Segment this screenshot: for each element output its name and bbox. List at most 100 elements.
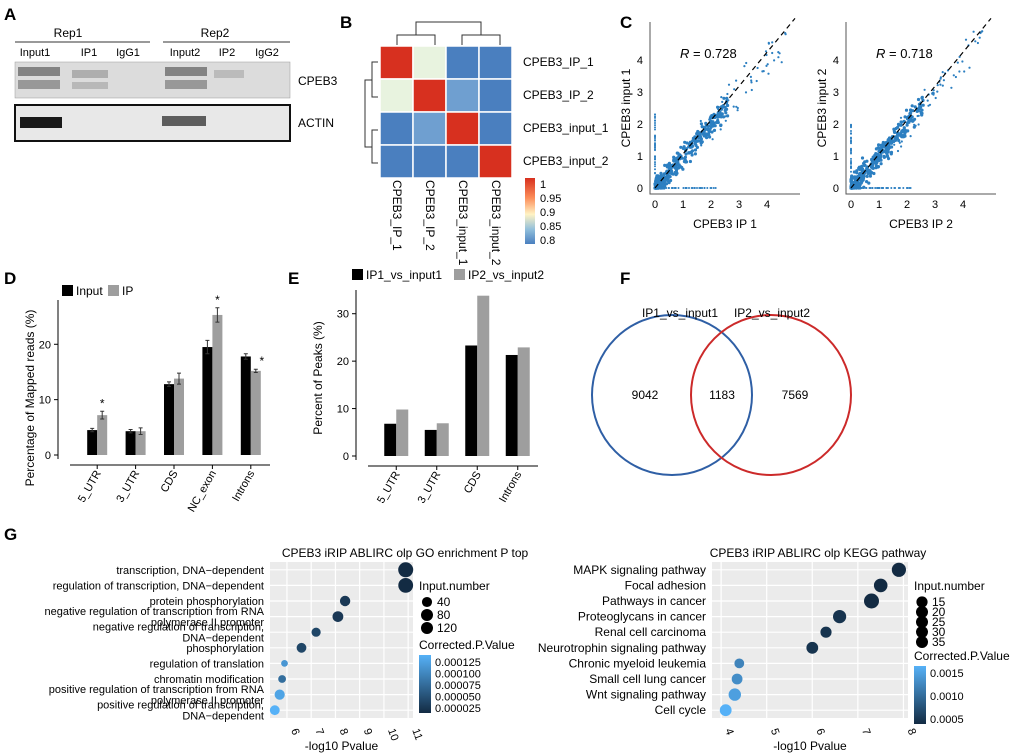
rep1-label: Rep1: [54, 26, 83, 40]
scatter-point: [868, 187, 871, 189]
scatter-point: [771, 41, 774, 44]
term-label: Renal cell carcinoma: [595, 625, 707, 639]
scatter-point: [910, 104, 914, 108]
scatter-point: [942, 79, 946, 82]
scatter-point: [850, 181, 852, 183]
error-bar: [90, 427, 95, 433]
bar: [505, 354, 518, 456]
y-tick-label: 20: [39, 339, 51, 351]
bar: [87, 430, 98, 455]
scatter-tick-labels: 0 1 2 3 4 0 1 2 3 4 0 1 2 3 4 0 1 2 3 4: [637, 55, 966, 211]
scatter-point: [913, 105, 917, 109]
scatter-point: [936, 84, 939, 87]
scatter-point: [865, 159, 869, 163]
r-symbol: R: [876, 46, 885, 61]
scatter-point: [654, 119, 656, 122]
blot-band: [18, 67, 60, 76]
scatter-point: [663, 178, 667, 182]
scatter-point: [689, 150, 694, 154]
scatter-point: [920, 111, 924, 115]
error-bar: [205, 339, 210, 355]
size-legend-dot: [916, 606, 928, 618]
blot-band: [20, 117, 62, 128]
lane-label: IgG1: [116, 47, 140, 59]
scatter-point: [665, 182, 669, 186]
scatter-point: [665, 187, 668, 189]
size-legend-label: 15: [932, 595, 946, 609]
blot-band: [214, 70, 244, 78]
enrichment-dot: [296, 642, 307, 653]
term-label: Cell cycle: [655, 703, 707, 717]
scatter-point: [872, 171, 876, 176]
scatter-point: [712, 128, 717, 132]
heatmap-cell: [379, 78, 414, 113]
x-tick-label: 8: [337, 727, 350, 737]
color-legend-bar: [914, 666, 926, 724]
x-tick-label: 9: [361, 727, 374, 737]
y-axis-label: Percentage of Mapped reads (%): [23, 310, 37, 487]
scatter-point: [900, 140, 903, 143]
scatter-point: [850, 126, 852, 129]
x-tick-label: 4: [960, 199, 966, 211]
scatter-point: [900, 145, 903, 148]
scatter-point: [699, 137, 704, 141]
scatter-point: [850, 137, 852, 140]
legend-label: IP: [122, 284, 133, 298]
scatter-point: [658, 175, 662, 179]
enrichment-dot: [332, 611, 344, 622]
size-legend-dot: [916, 636, 928, 648]
y-tick-label: 2: [637, 119, 643, 131]
scatter-point: [916, 97, 921, 102]
scatter-point: [854, 187, 857, 189]
bar: [424, 429, 437, 456]
scatter-point: [725, 96, 729, 100]
heatmap-cell: [478, 144, 513, 179]
scatter-point: [976, 41, 980, 45]
scatter-point: [865, 174, 869, 178]
enrichment-dot: [820, 626, 832, 638]
scatter-point: [654, 165, 656, 168]
x-tick-label: 6: [813, 727, 826, 737]
enrichment-dot: [398, 578, 414, 593]
size-legend-label: 25: [932, 615, 946, 629]
scatter-point: [654, 139, 656, 142]
y-tick-label: 1: [637, 151, 643, 163]
scatter-point: [750, 79, 753, 82]
heatmap-cell: [412, 144, 447, 179]
enrichment-dot: [269, 705, 280, 716]
heatmap-col-label: CPEB3_input_1: [456, 180, 470, 266]
scatter-point: [936, 90, 939, 93]
heatmap-cell: [412, 45, 447, 80]
bar: [477, 295, 490, 456]
bar: [97, 415, 108, 455]
scatter-point: [669, 178, 673, 183]
scatter-point: [934, 96, 937, 100]
scatter-point: [735, 105, 738, 108]
term-label: Chronic myeloid leukemia: [569, 656, 707, 670]
scatter-point: [915, 109, 919, 113]
panel-c: C R = 0.728 R = 0.718 CPEB3 IP 1 CPEB3 I…: [619, 13, 996, 231]
scatter-point: [654, 155, 656, 158]
y-tick-label: 0: [343, 451, 349, 463]
bar: [384, 423, 397, 456]
scatter-point: [898, 187, 901, 189]
heatmap-row-label: CPEB3_IP_2: [523, 88, 594, 102]
x-tick-label: 3: [932, 199, 938, 211]
scatter-point: [874, 187, 877, 189]
x-axis-label: -log10 Pvalue: [305, 739, 379, 753]
x-tick-label: 2: [904, 199, 910, 211]
scatter-point: [896, 149, 900, 153]
term-label: Pathways in cancer: [602, 594, 706, 608]
scatter-point: [688, 187, 690, 189]
heatmap-cell: [478, 45, 513, 80]
panel-f: F IP1_vs_input1 IP2_vs_input2 9042 1183 …: [591, 269, 852, 476]
scatter-point: [709, 115, 713, 119]
scatter-point: [917, 123, 920, 126]
x-tick-label: 6: [288, 727, 301, 737]
scatter-point: [663, 184, 667, 188]
bar-chart-d: 0 10 20 5_UTR * 3_UTR CDS NC_exon * Introns *: [39, 293, 270, 514]
scatter-point: [892, 140, 896, 144]
term-label: DNA−dependent: [182, 633, 264, 645]
scatter-point: [674, 187, 677, 189]
scatter-point: [671, 187, 674, 189]
